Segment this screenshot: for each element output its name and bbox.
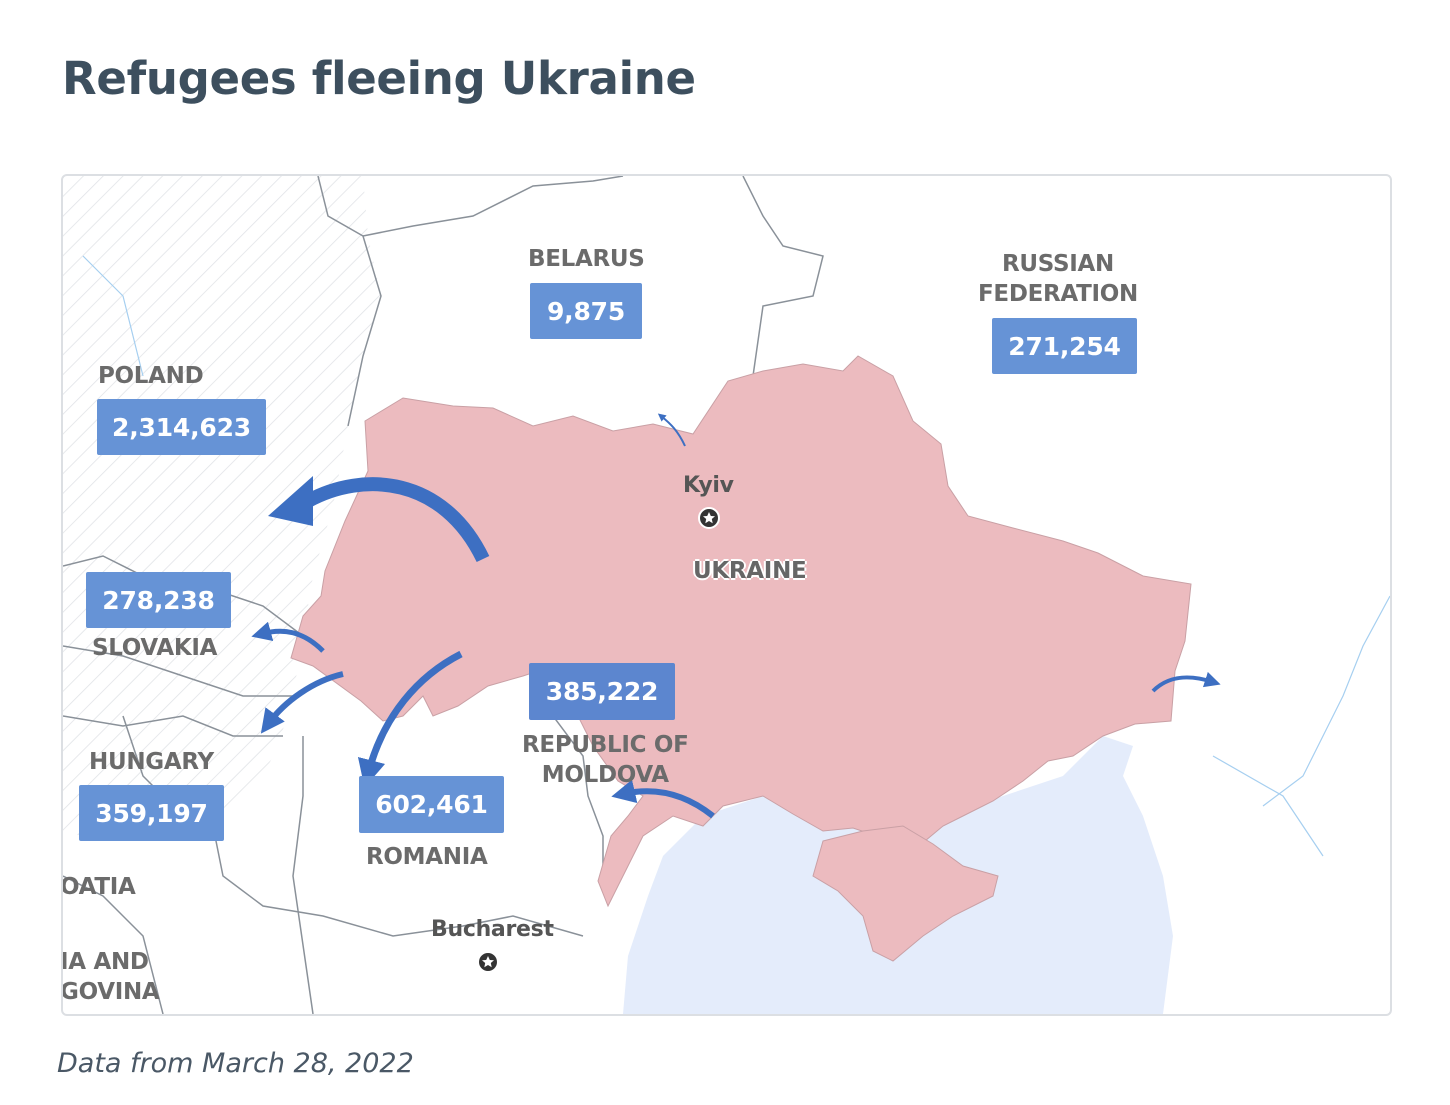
map-canvas (63, 176, 1390, 1014)
border-lines (63, 176, 824, 1014)
country-label-belarus: BELARUS (528, 246, 645, 272)
arrow-to-belarus (657, 413, 686, 447)
crimea (812, 825, 999, 962)
country-label-ukraine: UKRAINE (693, 558, 807, 584)
refugee-count-belarus: 9,875 (530, 283, 642, 339)
country-label-moldova: REPUBLIC OF MOLDOVA (522, 732, 689, 788)
country-label-croatia: OATIA (61, 874, 136, 900)
country-label-poland: POLAND (98, 363, 204, 389)
eu-hatched-region (63, 176, 381, 836)
country-label-russia: RUSSIAN FEDERATION (978, 251, 1138, 307)
refugee-count-hungary: 359,197 (79, 785, 224, 841)
refugee-count-poland: 2,314,623 (97, 399, 266, 455)
city-label-bucharest: Bucharest (431, 917, 554, 942)
arrow-to-moldova (611, 779, 715, 819)
azov-sea (1063, 736, 1133, 776)
arrow-to-poland (304, 477, 490, 563)
city-label-kyiv: Kyiv (683, 473, 734, 498)
country-label-hungary: HUNGARY (89, 749, 214, 775)
country-label-bosnia: IA AND GOVINA (61, 949, 160, 1005)
arrow-to-slovakia (251, 621, 325, 653)
refugee-count-russia: 271,254 (992, 318, 1137, 374)
map[interactable]: BELARUS RUSSIAN FEDERATION POLAND SLOVAK… (61, 174, 1392, 1016)
arrow-to-romania (357, 650, 463, 788)
refugee-count-moldova: 385,222 (529, 663, 675, 720)
arrow-to-russia (1151, 671, 1221, 693)
arrow-to-poland-head (268, 476, 313, 526)
capital-star-icon (477, 951, 499, 973)
refugee-count-romania: 602,461 (359, 776, 504, 833)
refugee-count-slovakia: 278,238 (86, 572, 231, 628)
capital-star-icon (698, 507, 720, 529)
country-label-romania: ROMANIA (366, 844, 488, 870)
data-source-caption: Data from March 28, 2022 (57, 1048, 414, 1079)
page-title: Refugees fleeing Ukraine (62, 52, 696, 105)
refugee-flow-arrows (251, 413, 1221, 819)
arrow-to-hungary (260, 671, 344, 734)
country-label-slovakia: SLOVAKIA (92, 635, 218, 661)
